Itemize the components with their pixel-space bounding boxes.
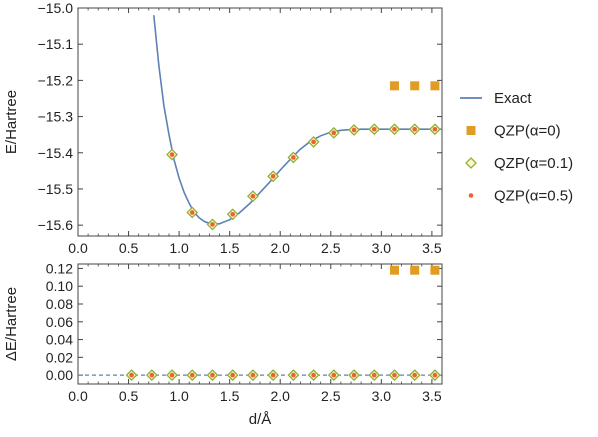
- y-tick-label: 0.00: [46, 367, 73, 383]
- qzp-alpha0-point: [389, 81, 399, 91]
- qzp-alpha05-point: [189, 372, 195, 378]
- plot-area: [78, 265, 442, 382]
- plot-frame: [77, 263, 443, 385]
- y-tick-label: −15.1: [38, 36, 74, 52]
- qzp-alpha05-point: [270, 372, 276, 378]
- qzp-alpha0-point: [430, 265, 440, 275]
- energy-panel: 0.0 0.5 1.0 1.5 2.0 2.5 3.0 3.5 −15.0 −15.1 −15.2 −…: [3, 0, 443, 256]
- qzp-alpha05-point: [351, 372, 357, 378]
- x-tick-label: 0.5: [119, 240, 139, 256]
- qzp-alpha05-point: [331, 130, 337, 136]
- y-axis-label: ΔE/Hartree: [3, 287, 20, 361]
- qzp-alpha05-point: [351, 127, 357, 133]
- x-tick-label: 2.0: [270, 388, 290, 404]
- qzp-alpha05-point: [371, 372, 377, 378]
- y-tick-label: −15.0: [38, 0, 74, 16]
- qzp-alpha05-point: [432, 126, 438, 132]
- x-tick-label: 3.0: [372, 240, 392, 256]
- qzp-alpha05-point: [210, 222, 215, 227]
- qzp-alpha0-point: [410, 81, 420, 91]
- qzp-alpha05-point: [412, 372, 418, 378]
- qzp-alpha05-point: [129, 372, 134, 378]
- y-tick-label: 0.12: [46, 260, 73, 276]
- qzp-alpha05-point: [412, 126, 418, 132]
- x-tick-label: 3.0: [372, 388, 392, 404]
- qzp-alpha05-point: [149, 372, 155, 378]
- legend-label: QZP(α=0.5): [494, 188, 573, 205]
- qzp-alpha05-point: [392, 126, 397, 132]
- legend-swatch: [466, 126, 476, 135]
- qzp-alpha0-point: [430, 81, 440, 91]
- qzp-alpha0-point: [389, 265, 399, 275]
- x-axis-label: d/Å: [249, 411, 272, 428]
- qzp-alpha05-point: [230, 211, 235, 217]
- y-tick-label: 0.10: [46, 278, 73, 294]
- y-tick-label: 0.08: [46, 296, 73, 312]
- legend-swatch: [465, 157, 477, 169]
- legend-label: QZP(α=0.1): [494, 155, 573, 172]
- y-tick-label: −15.2: [38, 72, 74, 88]
- plot-frame: [77, 7, 443, 237]
- plot-area: [153, 15, 442, 231]
- y-tick-label: 0.06: [46, 314, 73, 330]
- qzp-alpha05-point: [291, 372, 296, 378]
- legend-label: QZP(α=0): [494, 123, 561, 140]
- qzp-alpha05-point: [210, 372, 215, 378]
- x-tick-label: 0.0: [68, 240, 88, 256]
- x-tick-label: 0.0: [68, 388, 88, 404]
- x-tick-label: 1.5: [220, 388, 240, 404]
- qzp-alpha05-point: [270, 173, 276, 179]
- y-tick-label: 0.04: [46, 332, 73, 348]
- x-tick-label: 1.0: [169, 388, 189, 404]
- y-tick-label: 0.02: [46, 349, 73, 365]
- qzp-alpha05-point: [189, 210, 195, 215]
- qzp-alpha05-point: [169, 372, 175, 378]
- y-tick-label: −15.6: [38, 217, 74, 233]
- qzp-alpha05-point: [432, 372, 438, 378]
- qzp-alpha05-point: [371, 126, 377, 132]
- qzp-alpha05-point: [311, 139, 316, 145]
- qzp-alpha05-point: [311, 372, 316, 378]
- qzp-alpha05-point: [250, 193, 256, 199]
- x-tick-label: 2.5: [321, 240, 341, 256]
- qzp-alpha05-point: [169, 152, 175, 157]
- y-tick-label: −15.5: [38, 181, 74, 197]
- legend-swatch: [468, 193, 474, 198]
- qzp-alpha0-point: [410, 265, 420, 275]
- qzp-alpha05-point: [250, 372, 256, 378]
- legend-label: Exact: [494, 90, 532, 107]
- x-tick-label: 1.5: [220, 240, 240, 256]
- x-tick-label: 2.5: [321, 388, 341, 404]
- y-tick-label: −15.4: [38, 145, 74, 161]
- qzp-alpha05-point: [392, 372, 397, 378]
- qzp-alpha05-point: [230, 372, 235, 378]
- x-tick-label: 2.0: [270, 240, 290, 256]
- y-axis-label: E/Hartree: [3, 90, 20, 154]
- x-tick-label: 3.5: [422, 388, 442, 404]
- x-tick-label: 0.5: [119, 388, 139, 404]
- legend: Exact QZP(α=0) QZP(α=0.1) QZP(α=0.5): [460, 90, 573, 205]
- x-tick-label: 3.5: [422, 240, 442, 256]
- y-tick-label: −15.3: [38, 109, 74, 125]
- delta-energy-panel: 0.0 0.5 1.0 1.5 2.0 2.5 3.0 3.5 0.00 0.020.04 0.06…: [3, 260, 443, 428]
- x-tick-label: 1.0: [169, 240, 189, 256]
- exact-curve: [153, 15, 442, 226]
- qzp-alpha05-point: [331, 372, 337, 378]
- qzp-alpha05-point: [291, 155, 296, 160]
